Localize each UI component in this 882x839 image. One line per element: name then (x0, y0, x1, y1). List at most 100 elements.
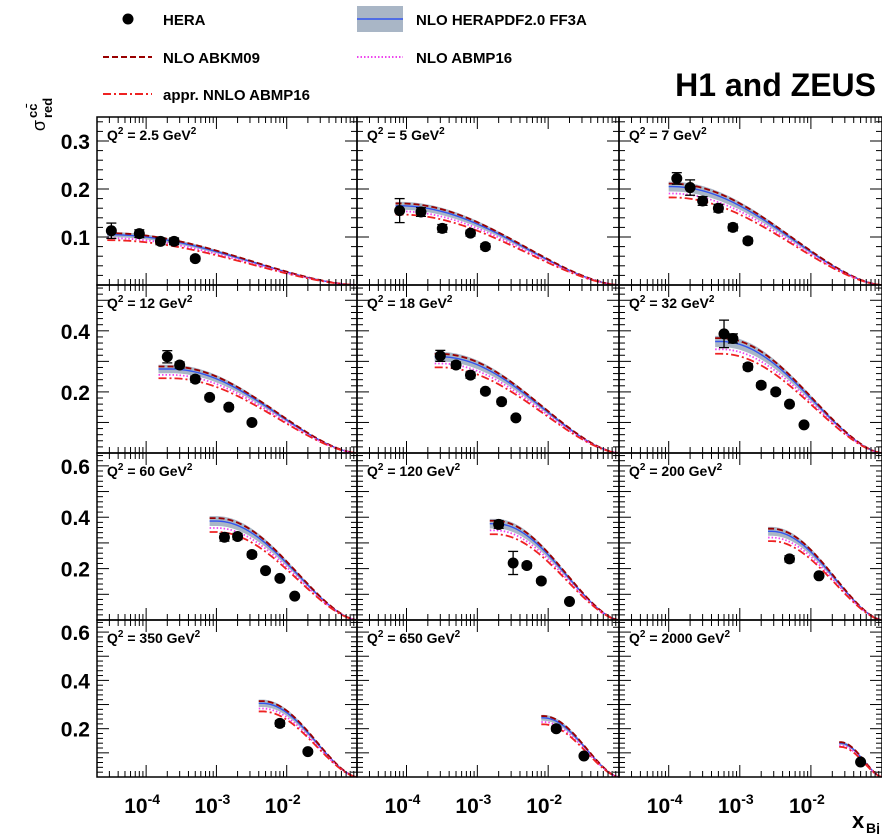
herapdf-band (107, 232, 357, 285)
abkm09-curve (107, 232, 357, 285)
legend-abkm09-label: NLO ABKM09 (163, 50, 260, 67)
data-marker (436, 222, 448, 234)
x-tick-label: 10-2 (265, 791, 301, 818)
data-point (246, 416, 258, 428)
x-axis-title-main: x (852, 808, 865, 833)
abkm09-curve (434, 353, 619, 453)
data-marker (563, 596, 575, 608)
abmp16-nnlo-curve (489, 533, 619, 620)
abmp16-curve (107, 237, 357, 285)
data-marker (274, 717, 286, 729)
panel-q2-5: Q2 = 5 GeV2 (356, 116, 620, 286)
herapdf-curve (209, 520, 357, 620)
abkm09-curve (768, 527, 882, 620)
panel-label: Q2 = 12 GeV2 (107, 294, 193, 311)
abmp16-nnlo-curve (839, 746, 882, 777)
y-tick-label: 0.2 (61, 179, 90, 202)
x-tick-label: 10-4 (385, 791, 421, 818)
panels-grid: 0.1 0.2 0.3 Q2 = 2.5 GeV2 Q2 = 5 GeV2 Q2 = 7 … (61, 116, 882, 818)
data-marker (260, 565, 272, 577)
data-marker (133, 228, 145, 240)
data-point (697, 195, 709, 207)
x-tick-label: 10-2 (789, 791, 825, 818)
data-marker (232, 531, 244, 542)
panel-plot-area (105, 222, 357, 285)
data-point (394, 197, 406, 224)
panel-plot-area (258, 699, 357, 777)
data-point (479, 241, 491, 253)
y-axis-title-sup: cc̄ (25, 104, 40, 118)
data-point (712, 202, 724, 214)
herapdf-curve (258, 702, 357, 777)
x-tick-label: 10-4 (647, 791, 683, 818)
panel-plot-area (489, 518, 619, 620)
abmp16-nnlo-curve (107, 239, 357, 285)
panel-q2-32: Q2 = 32 GeV2 (618, 284, 882, 454)
abmp16-curve (489, 529, 619, 620)
data-marker (770, 386, 782, 398)
data-marker (464, 227, 476, 239)
data-point (289, 590, 301, 602)
data-marker (718, 328, 730, 340)
panel-label: Q2 = 2000 GeV2 (629, 629, 730, 646)
panel-label: Q2 = 7 GeV2 (629, 126, 707, 143)
herapdf-curve (768, 530, 882, 620)
y-tick-label: 0.6 (61, 456, 90, 479)
data-marker (434, 350, 446, 362)
x-tick-label: 10-4 (124, 791, 160, 818)
data-point (742, 235, 754, 247)
panel-plot-area (209, 516, 357, 620)
y-tick-label: 0.3 (61, 131, 90, 154)
panel-label: Q2 = 200 GeV2 (629, 462, 723, 479)
data-marker (496, 396, 508, 408)
y-tick-label: 0.6 (61, 622, 90, 645)
y-tick-label: 0.4 (61, 321, 91, 344)
data-point (535, 575, 547, 587)
data-point (493, 518, 505, 530)
data-point (510, 412, 522, 424)
y-tick-label: 0.4 (61, 670, 91, 693)
data-point (718, 319, 730, 349)
data-marker (510, 412, 522, 424)
data-marker (479, 385, 491, 397)
data-point (274, 717, 286, 729)
herapdf-band (158, 364, 357, 453)
panel-q2-2000: 10-4 10-3 10-2 Q2 = 2000 GeV2 (618, 619, 882, 818)
data-marker (246, 548, 258, 560)
data-marker (302, 746, 314, 758)
data-marker (697, 195, 709, 207)
x-tick-label: 10-3 (718, 791, 754, 818)
panel-plot-area (715, 319, 882, 453)
data-point (755, 379, 767, 391)
herapdf-band (768, 526, 882, 620)
data-marker (174, 359, 186, 371)
x-tick-label: 10-3 (455, 791, 491, 818)
abmp16-nnlo-curve (258, 710, 357, 777)
data-point (783, 553, 795, 565)
abmp16-curve (668, 192, 882, 285)
legend-hera-marker (122, 13, 134, 25)
data-point (450, 359, 462, 371)
data-point (274, 572, 286, 584)
x-tick-label: 10-2 (526, 791, 562, 818)
panel-label: Q2 = 60 GeV2 (107, 462, 193, 479)
abkm09-curve (258, 700, 357, 777)
abmp16-nnlo-curve (541, 723, 619, 777)
data-point (855, 756, 867, 768)
data-marker (189, 253, 201, 265)
data-marker (161, 351, 173, 363)
y-tick-label: 0.2 (61, 719, 90, 742)
data-marker (493, 518, 505, 530)
data-point (813, 570, 825, 582)
data-marker (535, 575, 547, 587)
data-marker (168, 235, 180, 247)
panel-q2-350: 0.2 0.4 0.6 10-4 10-3 10-2 Q2 = 350 GeV2 (61, 619, 358, 818)
data-marker (154, 235, 166, 247)
panel-label: Q2 = 18 GeV2 (367, 294, 453, 311)
data-point (578, 750, 590, 762)
herapdf-band (209, 516, 357, 620)
y-tick-label: 0.2 (61, 382, 90, 405)
data-point (727, 221, 739, 233)
panel-plot-area (668, 172, 882, 285)
